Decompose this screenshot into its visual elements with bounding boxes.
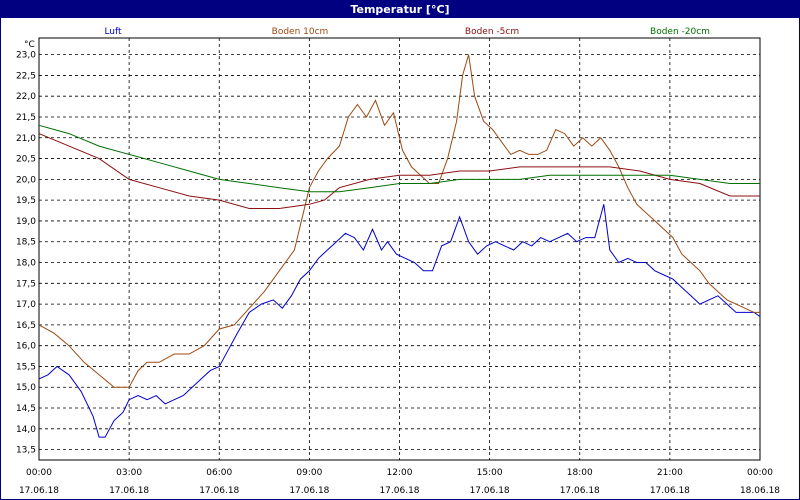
series-line-boden-10cm xyxy=(38,54,760,388)
y-tick-label: 16,0 xyxy=(16,342,36,352)
x-tick-date-label: 17.06.18 xyxy=(109,486,149,496)
y-tick-label: 17,5 xyxy=(16,279,36,289)
window-title: Temperatur [°C] xyxy=(1,1,799,18)
legend-entry: Boden -20cm xyxy=(650,27,710,37)
x-tick-date-label: 17.06.18 xyxy=(560,486,600,496)
y-tick-label: 18,5 xyxy=(16,238,36,248)
y-tick-label: 15,5 xyxy=(16,362,36,372)
x-tick-date-label: 17.06.18 xyxy=(289,486,329,496)
x-tick-time-label: 00:00 xyxy=(747,468,773,478)
x-tick-date-label: 17.06.18 xyxy=(470,486,510,496)
y-tick-label: 20,5 xyxy=(16,155,36,165)
x-tick-time-label: 12:00 xyxy=(387,468,413,478)
x-tick-time-label: 18:00 xyxy=(567,468,593,478)
x-tick-date-label: 17.06.18 xyxy=(199,486,239,496)
x-tick-date-label: 17.06.18 xyxy=(19,486,59,496)
y-tick-label: 23,0 xyxy=(16,51,36,61)
y-axis-unit-label: °C xyxy=(24,40,35,50)
y-tick-label: 21,5 xyxy=(16,113,36,123)
y-tick-label: 15,0 xyxy=(16,383,36,393)
y-tick-label: 13,5 xyxy=(16,446,36,456)
series-layer xyxy=(38,54,761,438)
series-line-boden-20cm xyxy=(38,124,760,193)
x-tick-time-label: 03:00 xyxy=(116,468,142,478)
x-tick-date-label: 17.06.18 xyxy=(379,486,419,496)
y-tick-label: 20,0 xyxy=(16,175,36,185)
series-line-luft xyxy=(38,204,761,438)
x-tick-time-label: 06:00 xyxy=(206,468,232,478)
y-tick-label: 17,0 xyxy=(16,300,36,310)
plot-frame xyxy=(38,37,761,461)
x-tick-time-label: 00:00 xyxy=(26,468,52,478)
y-tick-label: 14,0 xyxy=(16,425,36,435)
series-line-boden-5cm xyxy=(38,133,760,209)
legend-entry: Luft xyxy=(104,27,122,37)
y-tick-label: 19,0 xyxy=(16,217,36,227)
y-tick-label: 22,0 xyxy=(16,92,36,102)
axis-labels: 13,5 14,0 14,5 15,0 15,5 16,0 16,5 17,0 17,5 18,0… xyxy=(16,51,780,496)
grid xyxy=(38,38,761,460)
y-tick-label: 19,5 xyxy=(16,196,36,206)
legend-entry: Boden -5cm xyxy=(465,27,519,37)
x-tick-date-label: 17.06.18 xyxy=(650,486,690,496)
legend-entry: Boden 10cm xyxy=(272,27,329,37)
y-tick-label: 22,5 xyxy=(16,71,36,81)
x-tick-time-label: 09:00 xyxy=(296,468,322,478)
x-tick-date-label: 18.06.18 xyxy=(740,486,780,496)
y-tick-label: 18,0 xyxy=(16,259,36,269)
y-tick-label: 14,5 xyxy=(16,404,36,414)
x-tick-time-label: 15:00 xyxy=(477,468,503,478)
legend: Luft Boden 10cm Boden -5cm Boden -20cm xyxy=(104,27,710,37)
y-tick-label: 16,5 xyxy=(16,321,36,331)
y-tick-label: 21,0 xyxy=(16,134,36,144)
x-tick-time-label: 21:00 xyxy=(657,468,683,478)
